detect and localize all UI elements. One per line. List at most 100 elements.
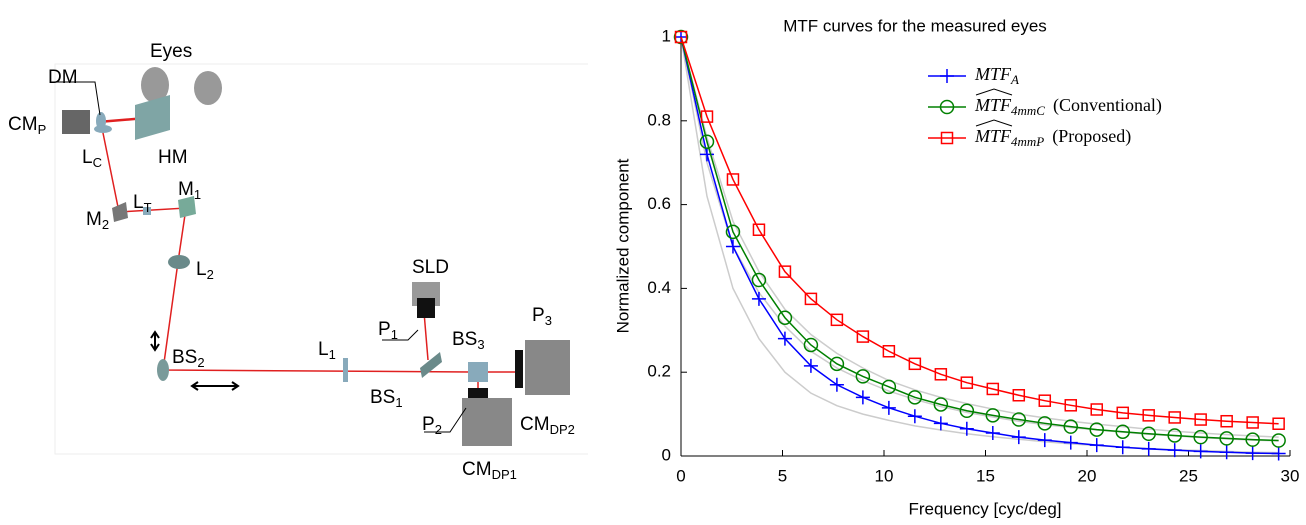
y-tick-label: 0: [662, 445, 671, 464]
marker: [699, 147, 714, 162]
panel-frame: [54, 63, 588, 455]
marker: [907, 390, 923, 405]
marker: [960, 376, 974, 389]
marker: [725, 239, 740, 254]
x-tick-label: 25: [1179, 466, 1198, 485]
marker: [1167, 443, 1182, 458]
marker: [1167, 428, 1182, 443]
chart-title: MTF curves for the measured eyes: [783, 16, 1047, 35]
marker: [803, 337, 819, 353]
label-sub: 1: [194, 187, 201, 202]
label-main: DM: [48, 67, 78, 88]
marker: [940, 131, 954, 145]
label-main: SLD: [412, 257, 449, 278]
marker: [1064, 399, 1078, 412]
component-label: P1: [378, 319, 398, 342]
marker: [751, 272, 767, 288]
label-main: BS: [452, 329, 477, 350]
marker: [1219, 431, 1234, 446]
marker: [1219, 445, 1234, 460]
marker: [1194, 413, 1207, 426]
component-label: LT: [133, 192, 152, 215]
component-label: CMDP2: [520, 414, 575, 437]
marker: [1063, 419, 1079, 434]
marker: [985, 425, 1000, 440]
marker: [959, 403, 975, 418]
marker: [726, 173, 740, 186]
polarizer: [515, 350, 523, 388]
beam-splitter: [420, 352, 442, 378]
label-main: L: [82, 147, 93, 168]
label-main: HM: [158, 147, 188, 168]
marker: [725, 224, 741, 240]
marker: [699, 134, 715, 149]
lens: [94, 125, 112, 133]
x-tick-label: 5: [778, 466, 787, 485]
marker: [1245, 446, 1260, 461]
marker: [855, 390, 870, 405]
label-sub: 1: [329, 347, 336, 362]
legend-entry: MTF4mmC (Conventional): [974, 95, 1162, 118]
marker: [829, 377, 844, 392]
marker: [1011, 412, 1027, 427]
marker: [1037, 433, 1052, 448]
camera: [462, 398, 512, 446]
series-line: [680, 36, 1279, 442]
x-tick-label: 30: [1281, 466, 1300, 485]
y-tick-label: 0.2: [647, 362, 671, 381]
camera: [525, 340, 570, 395]
marker: [1220, 414, 1233, 428]
legend-name: MTF: [974, 126, 1012, 146]
legend-name: MTF: [974, 95, 1012, 115]
legend-sub: 4mmC: [1011, 103, 1045, 118]
legend-note: (Proposed): [1052, 126, 1131, 147]
marker: [751, 291, 766, 306]
legend-hat: [975, 88, 1013, 96]
lens: [168, 255, 190, 269]
legend-sub: A: [1010, 72, 1019, 87]
legend-hat: [975, 119, 1013, 127]
marker: [830, 313, 844, 327]
series-line: [680, 36, 1279, 425]
polarizer: [468, 388, 488, 398]
marker: [856, 330, 870, 343]
beam: [423, 311, 429, 361]
marker: [855, 369, 871, 384]
eye: [141, 67, 169, 103]
label-sub: 3: [545, 313, 552, 328]
component-label: P3: [532, 305, 552, 328]
marker: [1012, 388, 1026, 402]
arrows: [150, 330, 240, 391]
leader-lines: [54, 81, 467, 433]
marker: [933, 397, 949, 412]
marker: [1038, 394, 1052, 407]
component-label: HM: [158, 147, 188, 168]
marker: [1272, 417, 1285, 430]
label-sub: 2: [435, 422, 442, 437]
label-sub: 2: [102, 217, 109, 232]
y-tick-label: 1: [662, 26, 671, 45]
marker: [1193, 444, 1208, 459]
marker: [1193, 429, 1208, 445]
marker: [1011, 430, 1026, 445]
marker: [1141, 426, 1156, 442]
marker: [939, 99, 955, 115]
marker: [804, 292, 818, 306]
marker: [986, 382, 1000, 396]
label-sub: T: [144, 200, 152, 215]
marker: [803, 358, 818, 373]
label-main: Eyes: [150, 41, 192, 62]
marker: [777, 310, 793, 325]
component-label: L1: [318, 339, 336, 362]
component-label: BS1: [370, 387, 403, 410]
marker: [1115, 424, 1130, 439]
x-tick-label: 15: [976, 466, 995, 485]
x-axis-label: Frequency [cyc/deg]: [908, 499, 1061, 518]
component-label: M1: [178, 179, 201, 202]
lens: [343, 358, 348, 382]
legend-name: MTF: [974, 64, 1012, 84]
marker: [752, 223, 766, 236]
